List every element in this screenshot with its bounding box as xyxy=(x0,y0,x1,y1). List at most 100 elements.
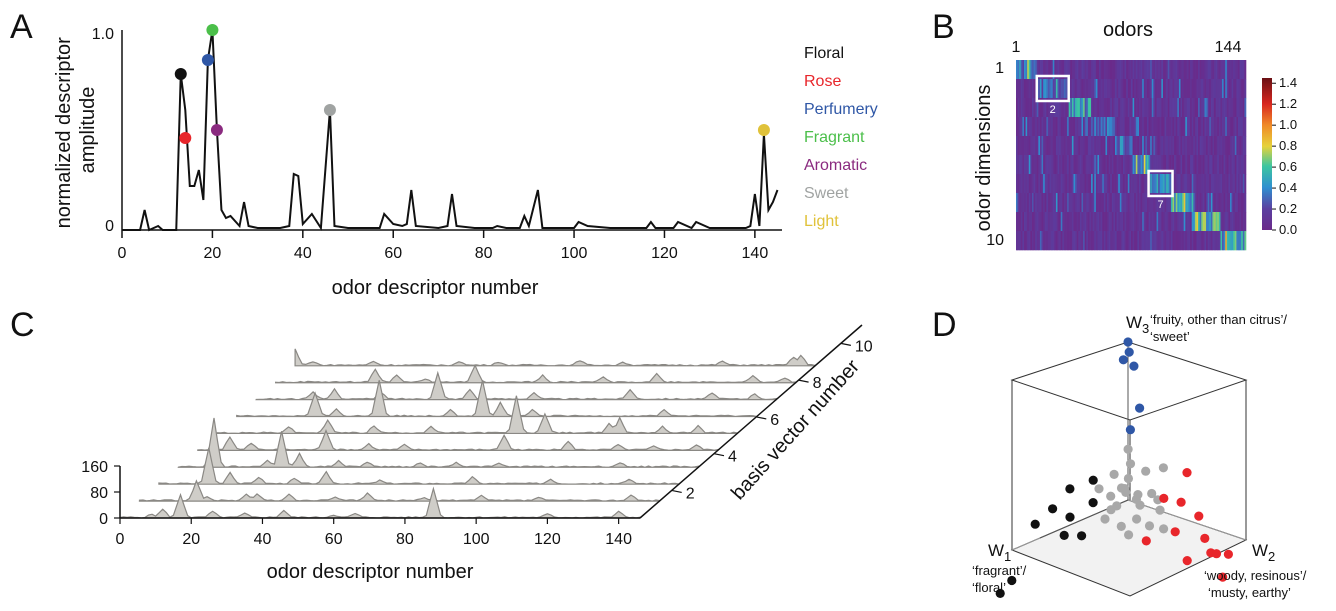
b-heatmap-cell xyxy=(1202,212,1205,232)
b-heatmap-cell xyxy=(1052,117,1055,137)
b-heatmap-cell xyxy=(1196,60,1199,80)
b-heatmap-cell xyxy=(1154,117,1157,137)
b-heatmap-cell xyxy=(1102,98,1105,118)
b-heatmap-cell xyxy=(1054,98,1057,118)
b-heatmap-cell xyxy=(1129,98,1132,118)
b-heatmap-cell xyxy=(1236,98,1239,118)
b-heatmap-cell xyxy=(1174,231,1177,251)
b-heatmap-cell xyxy=(1142,98,1145,118)
b-heatmap-cell xyxy=(1047,79,1050,99)
b-heatmap-cell xyxy=(1194,117,1197,137)
b-heatmap-cell xyxy=(1241,231,1244,251)
b-heatmap-cell xyxy=(1023,79,1026,99)
b-heatmap-cell xyxy=(1094,231,1097,251)
b-heatmap-cell xyxy=(1036,231,1039,251)
b-heatmap-cell xyxy=(1035,212,1038,232)
b-heatmap-cell xyxy=(1218,174,1221,194)
b-heatmap-cell xyxy=(1043,60,1046,80)
b-heatmap-cell xyxy=(1210,60,1213,80)
b-heatmap-cell xyxy=(1185,155,1188,175)
b-heatmap-cell xyxy=(1110,98,1113,118)
b-heatmap-cell xyxy=(1186,117,1189,137)
b-heatmap-cell xyxy=(1103,174,1106,194)
b-heatmap-cell xyxy=(1244,117,1247,137)
b-heatmap-cell xyxy=(1156,60,1159,80)
b-heatmap-cell xyxy=(1121,117,1124,137)
b-heatmap-cell xyxy=(1113,231,1116,251)
b-heatmap-cell xyxy=(1174,193,1177,213)
a-xtick-label: 80 xyxy=(475,245,493,262)
b-heatmap-cell xyxy=(1118,231,1121,251)
b-heatmap-cell xyxy=(1226,117,1229,137)
b-heatmap-cell xyxy=(1046,60,1049,80)
b-heatmap-cell xyxy=(1148,231,1151,251)
b-heatmap-cell xyxy=(1027,79,1030,99)
b-heatmap-cell xyxy=(1150,98,1153,118)
b-heatmap-cell xyxy=(1070,174,1073,194)
b-heatmap-cell xyxy=(1081,136,1084,156)
b-heatmap-cell xyxy=(1228,193,1231,213)
b-heatmap-cell xyxy=(1086,155,1089,175)
b-heatmap-cell xyxy=(1193,231,1196,251)
b-heatmap-cell xyxy=(1180,155,1183,175)
b-heatmap-cell xyxy=(1143,136,1146,156)
b-heatmap-cell xyxy=(1186,231,1189,251)
b-heatmap-cell xyxy=(1071,60,1074,80)
b-heatmap-cell xyxy=(1081,174,1084,194)
b-heatmap-cell xyxy=(1164,60,1167,80)
b-heatmap-cell xyxy=(1044,212,1047,232)
d-point-gray xyxy=(1132,514,1142,524)
b-heatmap-cell xyxy=(1202,117,1205,137)
b-heatmap-cell xyxy=(1196,212,1199,232)
b-heatmap-cell xyxy=(1202,174,1205,194)
b-heatmap-cell xyxy=(1217,79,1220,99)
c-ridge-series-7 xyxy=(236,380,758,418)
c-xtick-label: 40 xyxy=(254,531,272,548)
b-heatmap-cell xyxy=(1028,98,1031,118)
b-heatmap-cell xyxy=(1134,60,1137,80)
b-heatmap-cell xyxy=(1190,117,1192,137)
b-heatmap-cell xyxy=(1217,174,1220,194)
b-heatmap-cell xyxy=(1016,231,1018,251)
b-heatmap-cell xyxy=(1242,155,1245,175)
b-heatmap-cell xyxy=(1209,193,1212,213)
b-heatmap-cell xyxy=(1038,174,1041,194)
b-heatmap-cell xyxy=(1242,212,1245,232)
d-point-gray xyxy=(1141,466,1151,476)
b-heatmap-cell xyxy=(1220,117,1223,137)
b-heatmap-cell xyxy=(1167,155,1170,175)
b-heatmap-cell xyxy=(1115,231,1117,251)
b-heatmap-cell xyxy=(1081,117,1084,137)
b-heatmap-cell xyxy=(1019,193,1022,213)
a-xtick-label: 140 xyxy=(742,245,769,262)
b-heatmap-cell xyxy=(1230,155,1232,175)
b-heatmap-cell xyxy=(1054,117,1057,137)
a-point-fragrant xyxy=(206,24,219,36)
b-heatmap-cell xyxy=(1238,98,1240,118)
b-heatmap-cell xyxy=(1073,79,1076,99)
b-heatmap-cell xyxy=(1210,174,1213,194)
b-heatmap-cell xyxy=(1214,212,1216,232)
b-heatmap-cell xyxy=(1111,193,1114,213)
b-heatmap-cell xyxy=(1097,193,1100,213)
b-heatmap-cell xyxy=(1087,117,1090,137)
b-heatmap-cell xyxy=(1127,174,1130,194)
a-xtick-label: 40 xyxy=(294,245,312,262)
b-heatmap-cell xyxy=(1134,212,1137,232)
b-heatmap-cell xyxy=(1017,212,1020,232)
b-heatmap-cell xyxy=(1193,60,1196,80)
b-heatmap-cell xyxy=(1220,155,1223,175)
b-heatmap-cell xyxy=(1057,174,1060,194)
b-heatmap-cell xyxy=(1111,60,1114,80)
b-heatmap-cell xyxy=(1135,136,1138,156)
b-heatmap-cell xyxy=(1075,98,1077,118)
b-heatmap-cell xyxy=(1142,117,1145,137)
a-y-label-line2: amplitude xyxy=(77,87,99,174)
b-heatmap-cell xyxy=(1038,136,1041,156)
b-heatmap-cell xyxy=(1113,60,1116,80)
b-heatmap-cell xyxy=(1178,174,1181,194)
b-heatmap-cell xyxy=(1188,231,1191,251)
b-heatmap-cell xyxy=(1214,117,1216,137)
b-heatmap-cell xyxy=(1225,79,1228,99)
